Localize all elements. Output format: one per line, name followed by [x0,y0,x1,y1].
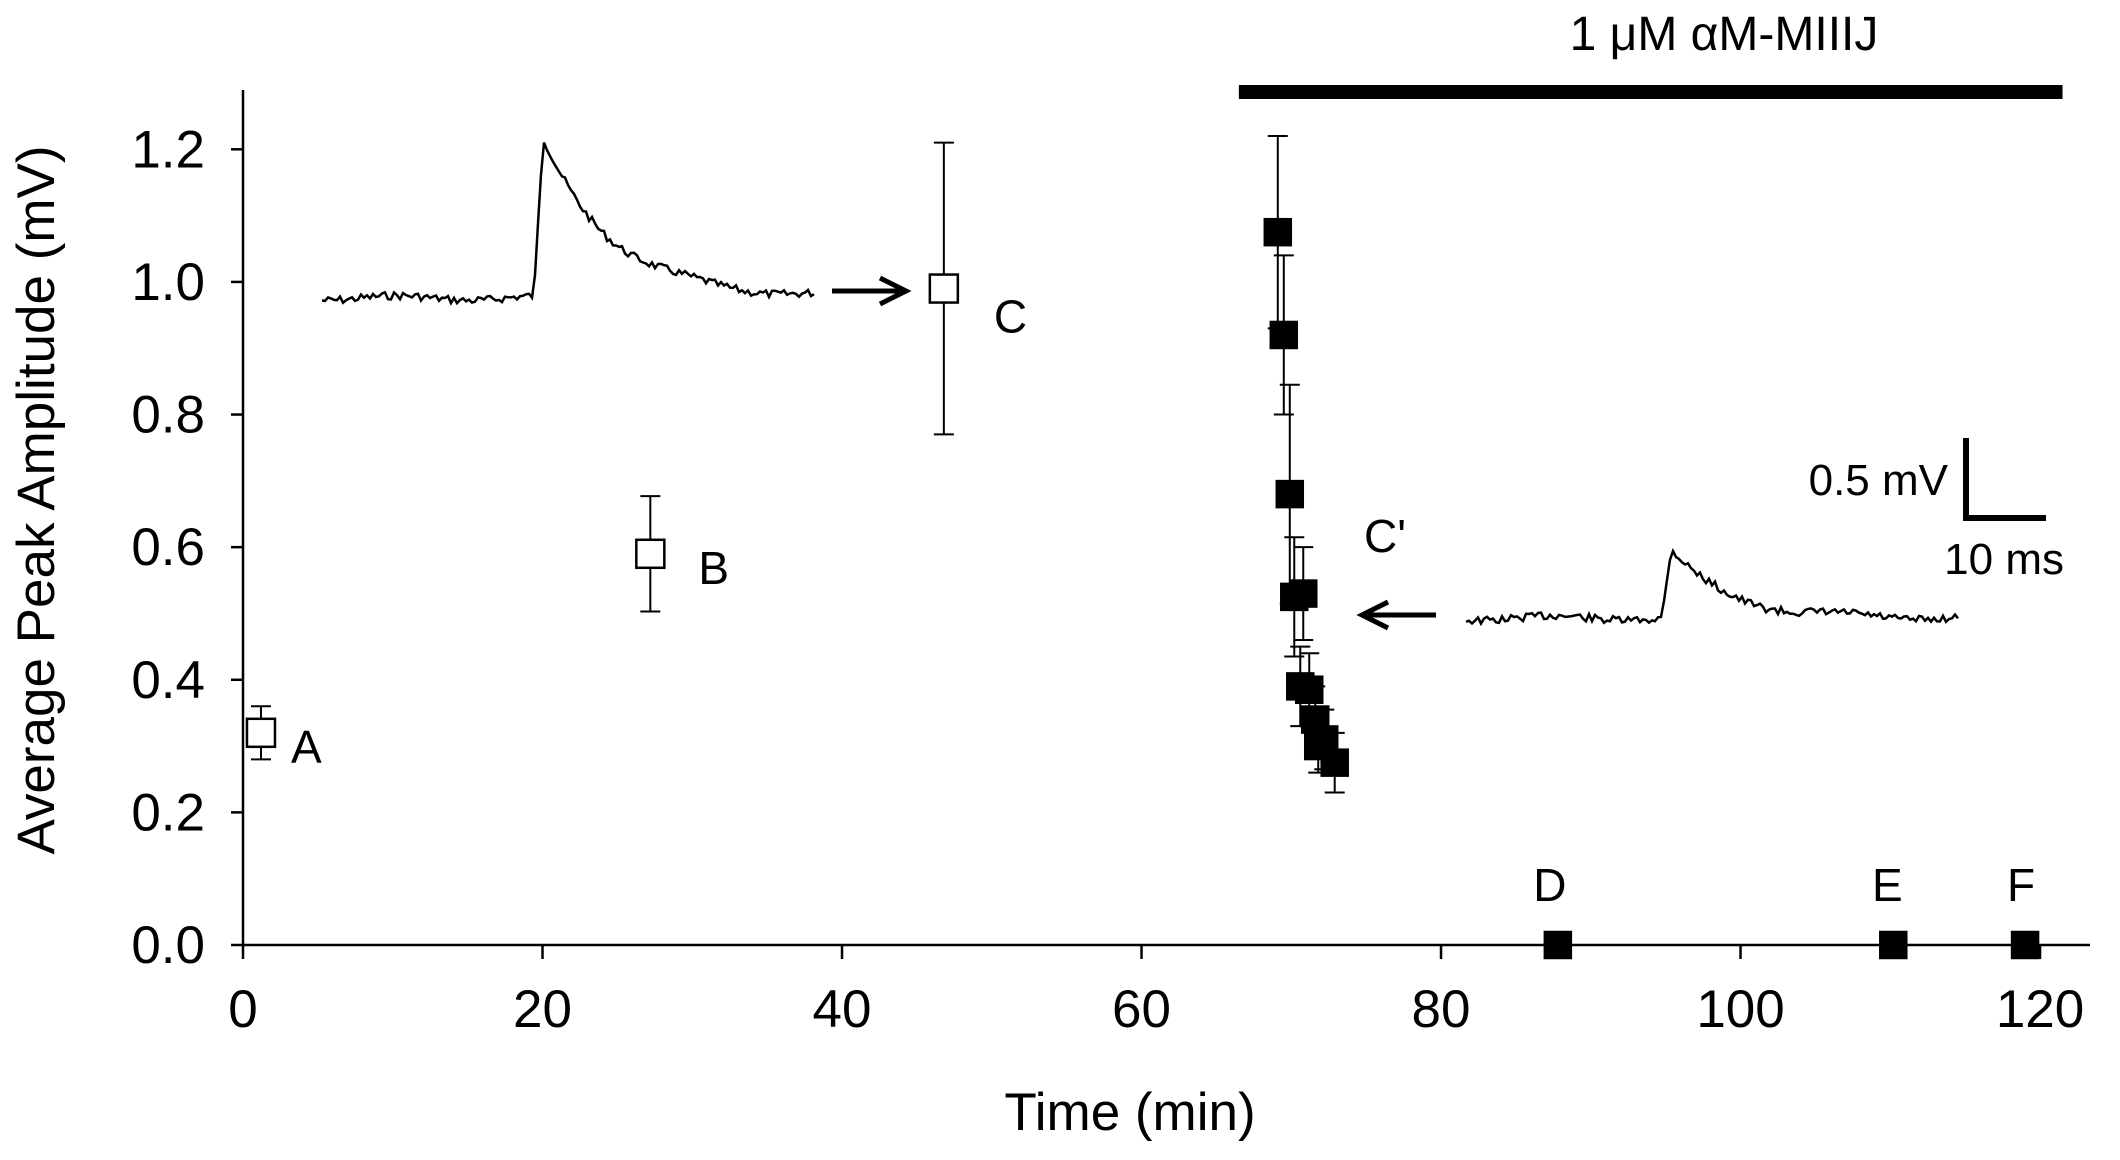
y-axis-title: Average Peak Amplitude (mV) [7,146,66,855]
data-point-filled [1543,930,1573,960]
data-markers [245,217,2040,960]
data-point-filled [1320,748,1349,777]
data-point-filled [1269,320,1299,350]
x-tick-label: 40 [813,980,872,1039]
x-tick-label: 0 [228,980,257,1039]
data-point-filled [1879,930,1908,960]
point-label: C [994,291,1027,343]
data-point-filled [1263,217,1293,247]
axes [241,90,2090,947]
y-tick-label: 0.2 [131,783,205,842]
y-tick-label: 1.2 [131,120,205,179]
inset-traces [321,142,1959,631]
x-tick-label: 60 [1112,980,1171,1039]
scale-bar-voltage: 0.5 mV [1809,456,1949,505]
x-tick-label: 100 [1696,980,1784,1039]
point-labels: A B C D E F [291,291,2035,911]
y-ticks: 0.0 0.2 0.4 0.6 0.8 1.0 1.2 [131,120,243,975]
y-tick-label: 0.0 [131,916,205,975]
data-point-open [635,538,666,570]
data-point-filled [2010,930,2040,960]
x-tick-label: 120 [1996,980,2084,1039]
data-point-filled [1275,479,1305,509]
arrow-to-c-head [878,275,912,307]
scale-bar-lines [1963,438,2046,521]
y-tick-label: 0.4 [131,651,205,710]
arrow-to-c-prime-head [1356,599,1390,631]
point-label: E [1872,859,1903,911]
scale-bar-time: 10 ms [1944,535,2064,584]
x-axis-title: Time (min) [1004,1083,1255,1142]
error-bars [250,135,1345,794]
point-label: F [2007,859,2035,911]
data-point-filled [1289,579,1318,608]
data-point-open [245,717,277,749]
c-prime-label: C' [1364,510,1406,562]
data-point-filled [1294,675,1324,704]
scale-bar: 0.5 mV 10 ms [1809,438,2064,584]
drug-label: 1 μM αM-MIIIJ [1570,8,1879,61]
x-tick-label: 80 [1412,980,1471,1039]
y-tick-label: 0.8 [131,386,205,445]
point-label: B [698,542,729,594]
trace-c [321,142,815,306]
x-ticks: 0 20 40 60 80 100 120 [228,945,2084,1039]
point-label: A [291,721,322,773]
y-tick-label: 1.0 [131,253,205,312]
drug-bar [1238,85,2063,99]
x-tick-label: 20 [513,980,572,1039]
y-tick-label: 0.6 [131,518,205,577]
trace-c-prime [1465,547,1959,627]
data-point-open [928,273,960,304]
point-label: D [1533,859,1566,911]
